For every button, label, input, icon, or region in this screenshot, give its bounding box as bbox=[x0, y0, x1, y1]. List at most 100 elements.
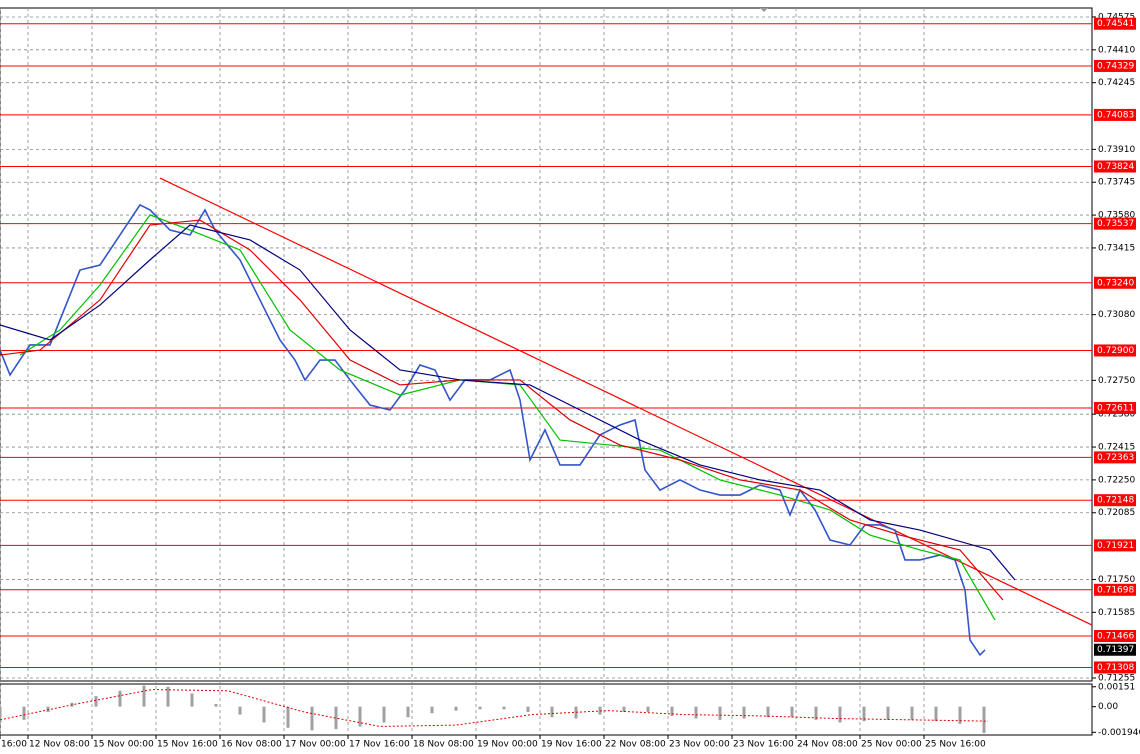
osc-bar bbox=[478, 706, 482, 710]
level-label-box bbox=[1094, 108, 1136, 121]
osc-bar bbox=[790, 706, 794, 718]
y-tick-label: 0.74410 bbox=[1098, 45, 1135, 55]
x-tick-label: 16:00 bbox=[1, 740, 27, 750]
osc-bar bbox=[526, 706, 530, 712]
osc-bar bbox=[982, 706, 986, 734]
level-label-box bbox=[1094, 539, 1136, 552]
level-label: 0.71921 bbox=[1097, 541, 1134, 551]
osc-bar bbox=[454, 706, 458, 711]
x-tick-label: 25 Nov 16:00 bbox=[925, 740, 986, 750]
osc-bar bbox=[670, 706, 674, 716]
level-label: 0.72900 bbox=[1097, 346, 1134, 356]
osc-bar bbox=[622, 706, 626, 712]
osc-tick-label: -0.001946 bbox=[1098, 728, 1140, 738]
x-tick-label: 25 Nov 00:00 bbox=[861, 740, 922, 750]
level-label-box bbox=[1094, 276, 1136, 289]
level-label-box bbox=[1094, 494, 1136, 507]
x-tick-label: 12 Nov 08:00 bbox=[29, 740, 90, 750]
osc-bar bbox=[646, 706, 650, 712]
osc-bar bbox=[0, 706, 2, 723]
price-line bbox=[19, 214, 996, 621]
y-tick-label: 0.71750 bbox=[1098, 575, 1135, 585]
osc-bar bbox=[814, 706, 818, 720]
osc-bar bbox=[430, 706, 434, 714]
level-label: 0.72611 bbox=[1097, 404, 1134, 414]
level-label: 0.71698 bbox=[1097, 585, 1134, 595]
osc-bar bbox=[694, 706, 698, 719]
osc-bar bbox=[886, 706, 890, 720]
x-tick-label: 22 Nov 08:00 bbox=[605, 740, 666, 750]
y-tick-label: 0.72250 bbox=[1098, 475, 1135, 485]
osc-bar bbox=[22, 706, 26, 720]
osc-bar bbox=[934, 706, 938, 722]
x-tick-label: 17 Nov 00:00 bbox=[285, 740, 346, 750]
level-label-box bbox=[1094, 17, 1136, 30]
oscillator-frame bbox=[0, 683, 1093, 736]
x-tick-label: 17 Nov 16:00 bbox=[349, 740, 410, 750]
osc-bar bbox=[94, 696, 98, 707]
x-tick-label: 15 Nov 16:00 bbox=[157, 740, 218, 750]
osc-bar bbox=[742, 706, 746, 719]
x-tick-label: 19 Nov 00:00 bbox=[477, 740, 538, 750]
trendline bbox=[159, 177, 1093, 626]
level-label: 0.74541 bbox=[1097, 19, 1134, 29]
osc-bar bbox=[382, 706, 386, 723]
osc-bar bbox=[862, 706, 866, 722]
osc-bar bbox=[262, 706, 266, 723]
y-tick-label: 0.71585 bbox=[1098, 608, 1135, 618]
level-label-box bbox=[1094, 629, 1136, 642]
level-label: 0.74329 bbox=[1097, 61, 1134, 71]
y-tick-label: 0.72580 bbox=[1098, 410, 1135, 420]
osc-bar bbox=[550, 706, 554, 718]
osc-bar bbox=[838, 706, 842, 723]
osc-bar bbox=[406, 706, 410, 718]
osc-bar bbox=[502, 706, 506, 710]
level-label: 0.71466 bbox=[1097, 631, 1134, 641]
level-label: 0.73824 bbox=[1097, 162, 1134, 172]
osc-bar bbox=[190, 693, 194, 707]
level-label-box bbox=[1094, 160, 1136, 173]
main-frame bbox=[0, 7, 1093, 682]
x-tick-label: 15 Nov 00:00 bbox=[93, 740, 154, 750]
level-label: 0.72148 bbox=[1097, 496, 1134, 506]
osc-bar bbox=[286, 706, 290, 728]
osc-tick-label: 0.00 bbox=[1098, 702, 1118, 712]
y-tick-label: 0.73910 bbox=[1098, 145, 1135, 155]
x-tick-label: 19 Nov 16:00 bbox=[541, 740, 602, 750]
y-tick-label: 0.74245 bbox=[1098, 78, 1135, 88]
x-tick-label: 16 Nov 08:00 bbox=[221, 740, 282, 750]
current-price-box bbox=[1094, 643, 1136, 656]
level-label: 0.71308 bbox=[1097, 663, 1134, 673]
y-tick-label: 0.73745 bbox=[1098, 178, 1135, 188]
x-tick-label: 24 Nov 08:00 bbox=[797, 740, 858, 750]
y-tick-label: 0.72415 bbox=[1098, 443, 1135, 453]
shift-marker bbox=[760, 8, 768, 12]
level-label-box bbox=[1094, 344, 1136, 357]
level-label-box bbox=[1094, 402, 1136, 415]
osc-bar bbox=[46, 706, 50, 712]
level-label: 0.72363 bbox=[1097, 453, 1134, 463]
level-label-box bbox=[1094, 451, 1136, 464]
osc-bar bbox=[142, 685, 146, 707]
price-line bbox=[0, 219, 1004, 601]
level-label: 0.73240 bbox=[1097, 278, 1134, 288]
y-tick-label: 0.73580 bbox=[1098, 211, 1135, 221]
level-label-box bbox=[1094, 661, 1136, 674]
osc-bar bbox=[358, 706, 362, 727]
osc-bar bbox=[334, 706, 338, 730]
osc-bar bbox=[166, 686, 170, 707]
current-price-label: 0.71397 bbox=[1097, 645, 1134, 655]
price-line bbox=[0, 224, 1016, 581]
level-label-box bbox=[1094, 583, 1136, 596]
y-tick-label: 0.72085 bbox=[1098, 508, 1135, 518]
osc-bar bbox=[118, 690, 122, 707]
osc-bar bbox=[214, 704, 218, 707]
y-tick-label: 0.74575 bbox=[1098, 12, 1135, 22]
x-tick-label: 23 Nov 00:00 bbox=[669, 740, 730, 750]
y-tick-label: 0.73080 bbox=[1098, 310, 1135, 320]
level-label: 0.74083 bbox=[1097, 110, 1134, 120]
osc-signal bbox=[0, 689, 989, 727]
osc-bar bbox=[910, 706, 914, 720]
osc-bar bbox=[766, 706, 770, 718]
